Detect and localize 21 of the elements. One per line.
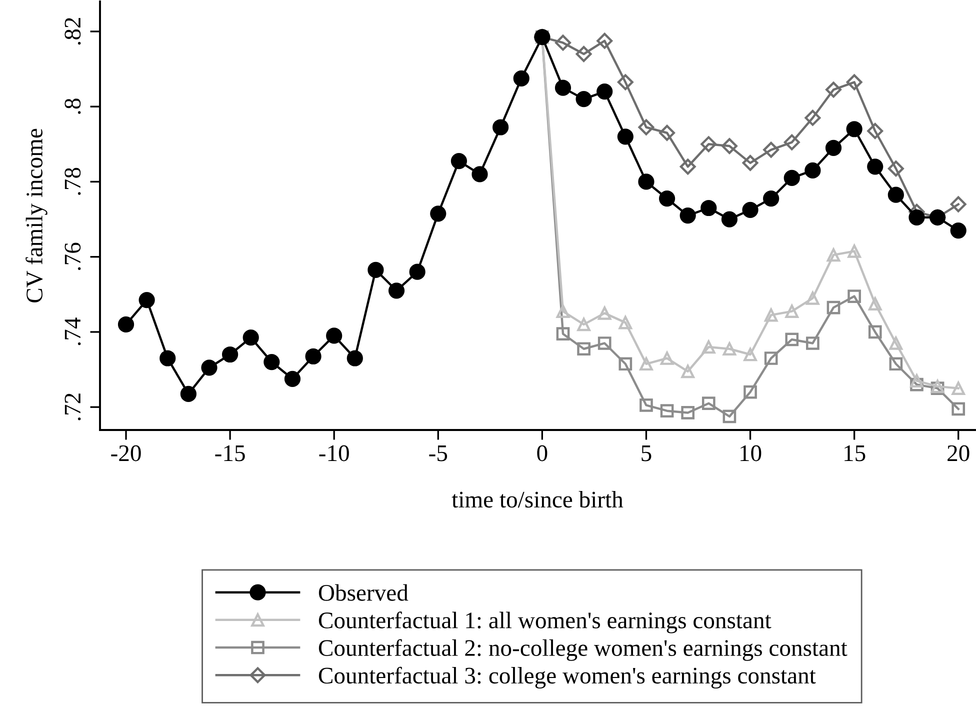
y-axis-title: CV family income xyxy=(26,128,48,302)
legend-label: Counterfactual 2: no-college women's earnings constant xyxy=(318,639,848,661)
x-axis-title: time to/since birth xyxy=(452,490,624,508)
x-tick-label: -20 xyxy=(111,445,141,462)
y-tick-label: .8 xyxy=(64,98,81,114)
legend-label: Observed xyxy=(318,584,408,601)
y-tick-label: .82 xyxy=(64,18,81,45)
x-tick-label: 15 xyxy=(844,445,866,462)
x-tick-label: 10 xyxy=(740,445,762,462)
x-tick-label: -15 xyxy=(215,445,245,462)
x-tick-label: 20 xyxy=(948,445,970,462)
y-tick-label: .74 xyxy=(64,318,81,346)
legend-label: Counterfactual 1: all women's earnings constant xyxy=(318,612,772,634)
legend-label: Counterfactual 3: college women's earnings constant xyxy=(318,666,816,688)
x-tick-label: -5 xyxy=(429,446,448,462)
y-tick-label: .72 xyxy=(64,394,81,420)
x-tick-label: 0 xyxy=(537,445,548,462)
y-tick-label: .78 xyxy=(64,168,81,195)
x-tick-label: -10 xyxy=(319,445,349,462)
y-tick-label: .76 xyxy=(64,242,81,270)
x-tick-label: 5 xyxy=(642,446,652,462)
